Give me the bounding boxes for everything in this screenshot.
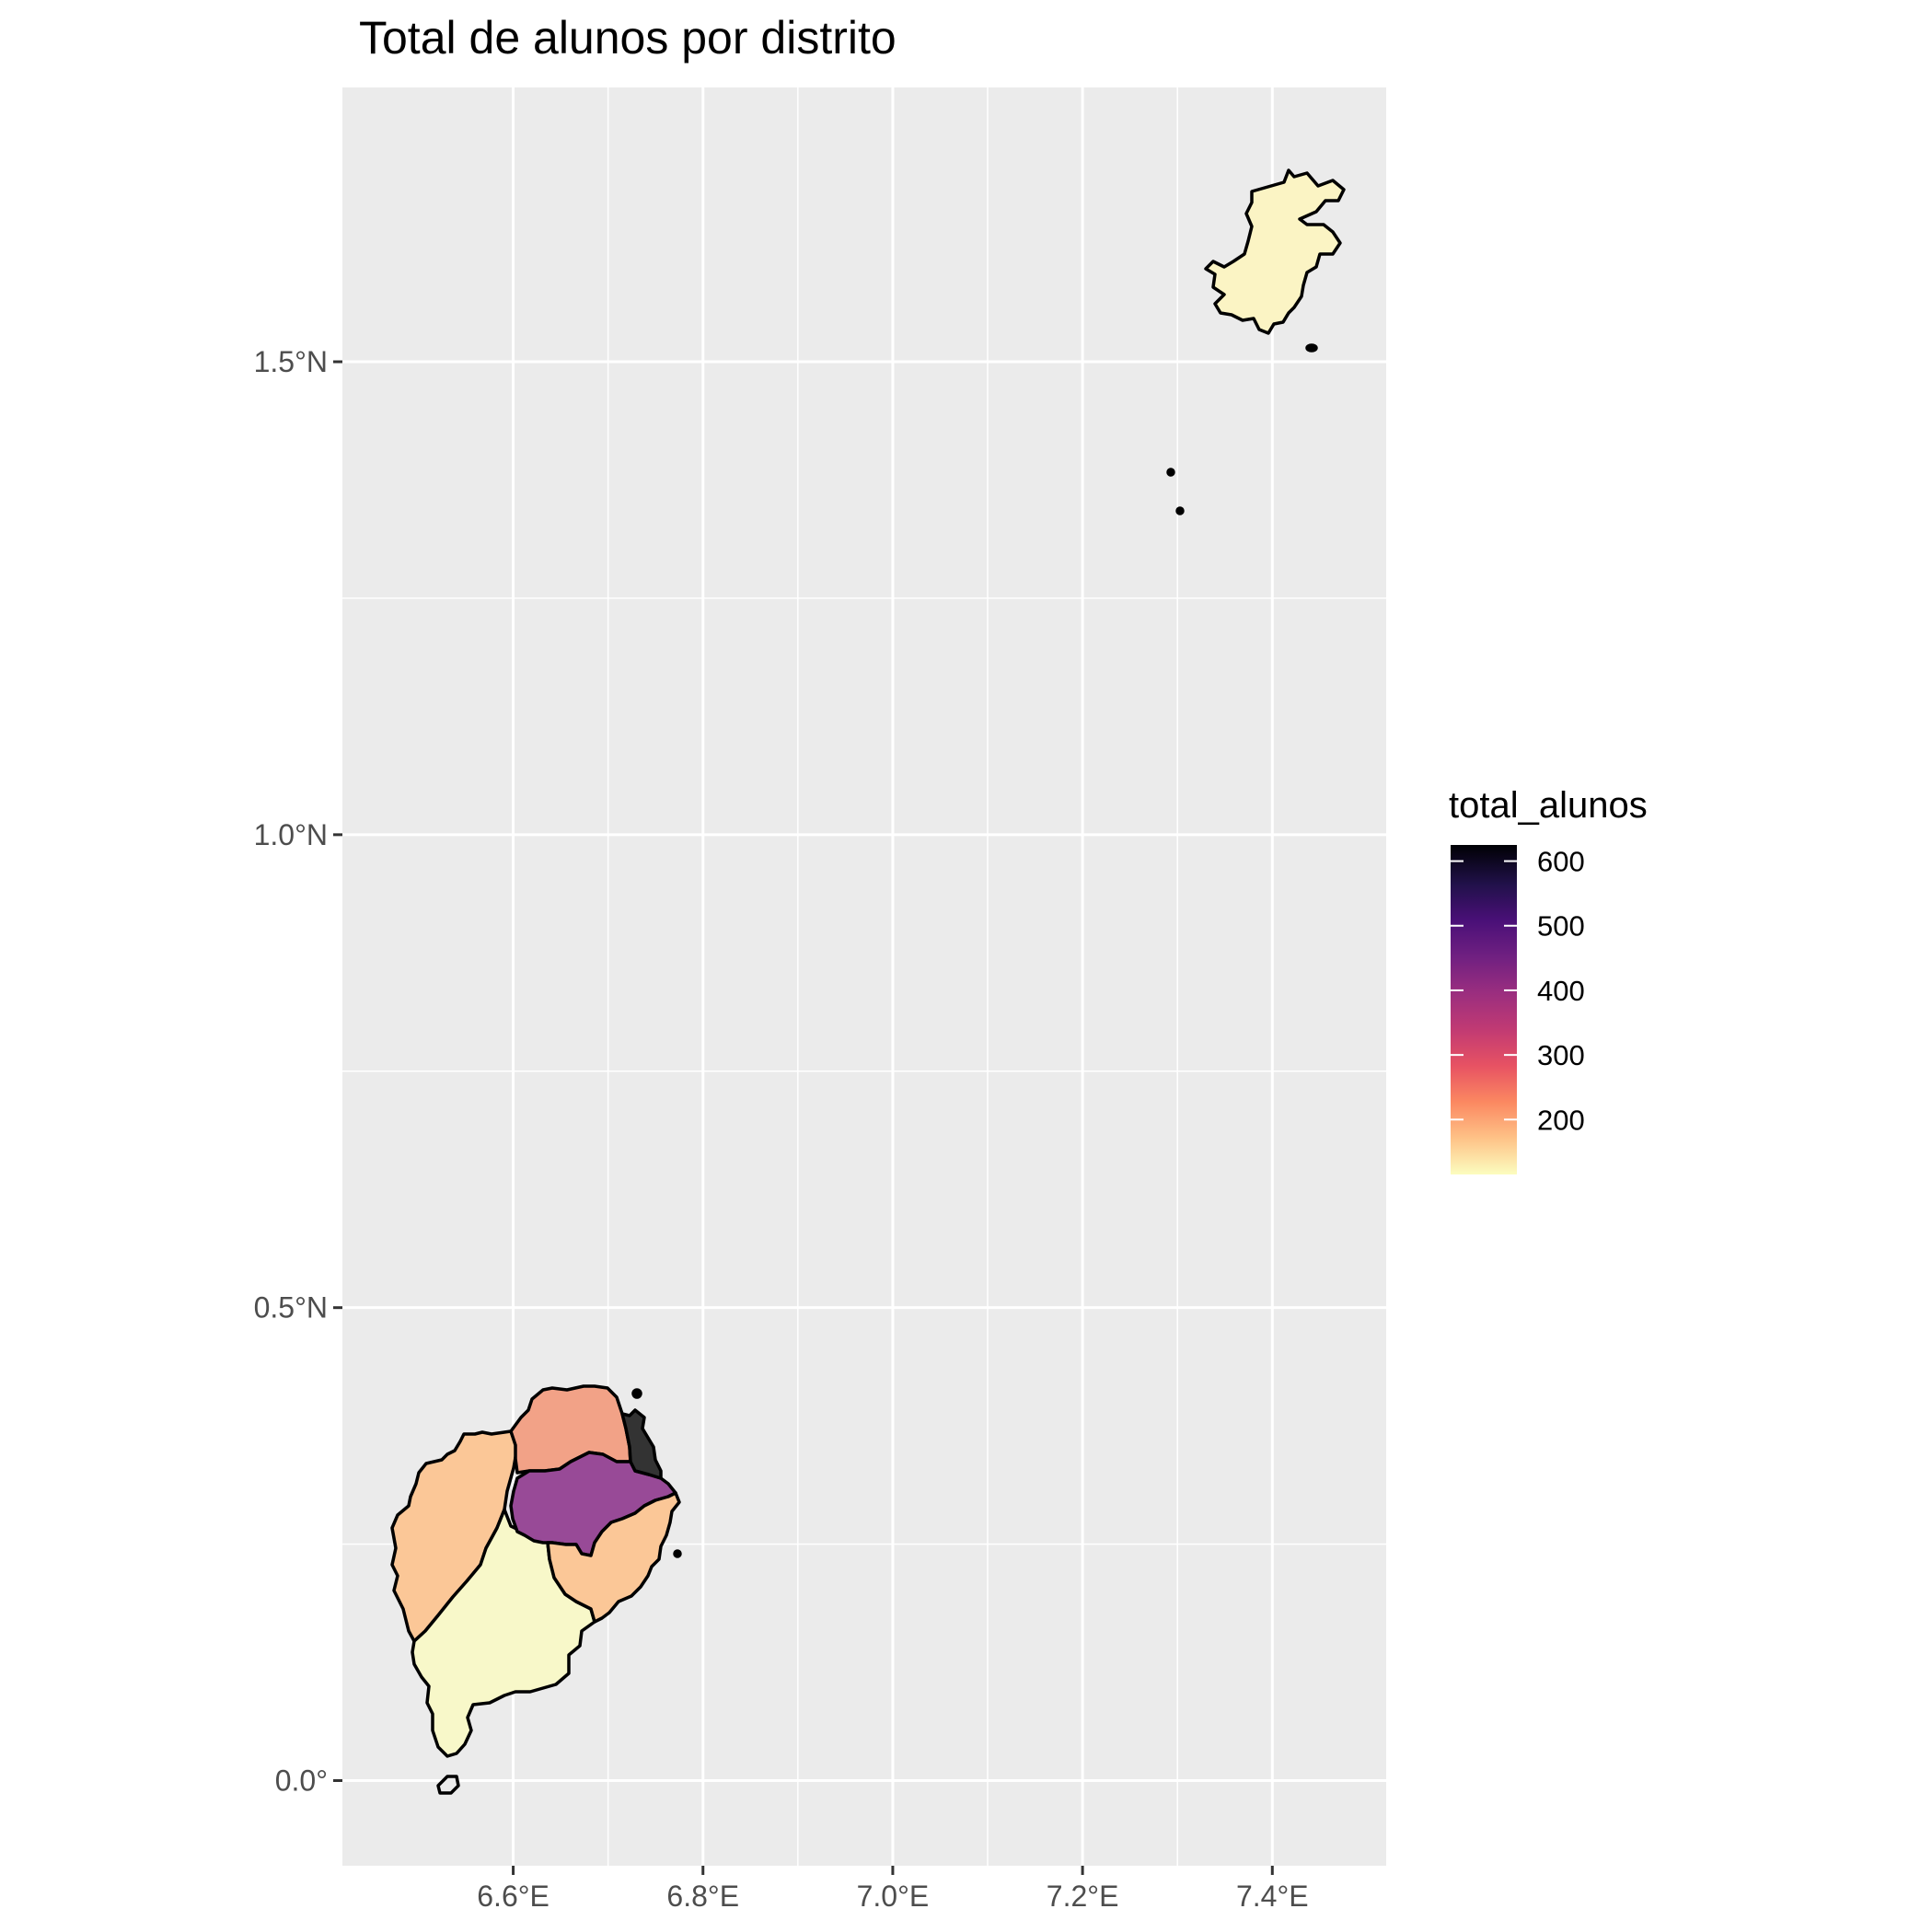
region-cantagalo xyxy=(546,1491,681,1624)
legend-tick-label: 600 xyxy=(1537,846,1585,878)
y-tick-label: 1.5°N xyxy=(254,345,328,378)
islet-rolas xyxy=(436,1775,460,1795)
y-tick-label: 0.0° xyxy=(275,1764,328,1798)
map-regions xyxy=(390,168,1346,1795)
y-tick-label: 1.0°N xyxy=(254,818,328,851)
x-tick-label: 6.6°E xyxy=(477,1880,550,1913)
islet-east xyxy=(673,1549,682,1558)
legend-colorbar xyxy=(1451,845,1517,1174)
legend-tick-label: 300 xyxy=(1537,1039,1585,1071)
region-principe xyxy=(1204,168,1346,335)
axes: 6.6°E 6.8°E 7.0°E 7.2°E 7.4°E 0.0° 0.5°N 1.0°N 1… xyxy=(254,345,1309,1913)
region-agua-grande xyxy=(620,1408,663,1480)
x-tick-label: 7.4°E xyxy=(1236,1880,1309,1913)
islet-bone xyxy=(1305,343,1318,353)
islet-pedras-tinhosas-2 xyxy=(1175,506,1185,515)
legend-tick-label: 200 xyxy=(1537,1104,1585,1136)
legend-title: total_alunos xyxy=(1449,785,1648,826)
legend-tick-label: 400 xyxy=(1537,975,1585,1007)
islet-pedras-tinhosas-1 xyxy=(1166,468,1175,477)
x-tick-label: 7.0°E xyxy=(857,1880,930,1913)
islet-cabras xyxy=(631,1388,642,1399)
y-tick-label: 0.5°N xyxy=(254,1291,328,1325)
chart-title: Total de alunos por distrito xyxy=(359,12,897,64)
legend: total_alunos 600 500 400 300 200 xyxy=(1449,785,1648,1174)
x-tick-label: 7.2°E xyxy=(1047,1880,1119,1913)
legend-tick-label: 500 xyxy=(1537,910,1585,943)
x-tick-label: 6.8°E xyxy=(666,1880,739,1913)
